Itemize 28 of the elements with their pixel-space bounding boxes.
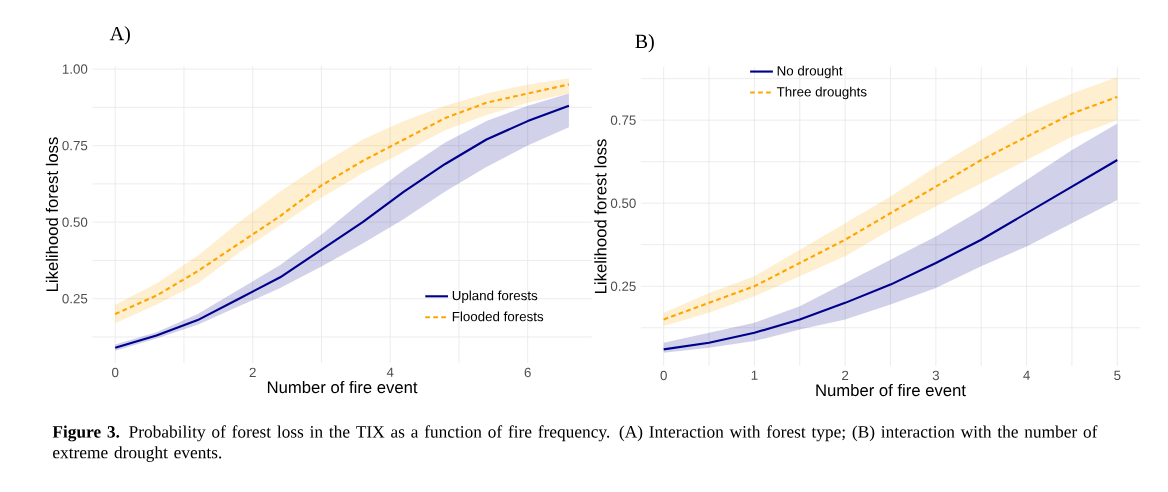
x-axis-title: Number of fire event (816, 383, 966, 397)
x-tick-label: 2 (249, 367, 256, 378)
legend-label: Three droughts (776, 86, 867, 100)
legend-label: Flooded forests (452, 311, 544, 322)
chart-title: B) (635, 34, 654, 53)
x-tick-label: 5 (1114, 370, 1121, 380)
y-tick-label: 0.25 (610, 281, 636, 291)
y-tick-label: 0.50 (62, 217, 88, 227)
y-tick-label: 0.75 (62, 140, 88, 151)
x-tick-label: 6 (524, 367, 531, 378)
x-tick-label: 2 (842, 370, 849, 381)
y-tick-label: 0.75 (610, 115, 636, 125)
x-tick-label: 1 (751, 370, 758, 380)
legend-label: No drought (777, 65, 843, 79)
y-axis-title: Likelihood forest loss (594, 139, 607, 293)
legend-label: Upland forests (452, 290, 538, 303)
y-tick-label: 1.00 (62, 64, 88, 74)
x-axis-title: Number of fire event (267, 380, 418, 394)
x-tick-label: 4 (386, 367, 394, 377)
y-axis-title: Likelihood forest loss (45, 137, 59, 291)
x-tick-label: 3 (932, 370, 939, 381)
text: Figure 3. Probability of forest loss in the TIX as a function of fire frequency. (A) Interaction with forest type; (B) interaction with the number of extreme drought events. (52, 425, 1098, 462)
x-tick-label: 0 (660, 370, 667, 381)
x-tick-label: 0 (112, 367, 119, 378)
y-tick-label: 0.25 (62, 293, 88, 304)
chart-title: A) (109, 26, 130, 45)
y-tick-label: 0.50 (610, 198, 636, 208)
x-tick-label: 4 (1023, 370, 1030, 380)
